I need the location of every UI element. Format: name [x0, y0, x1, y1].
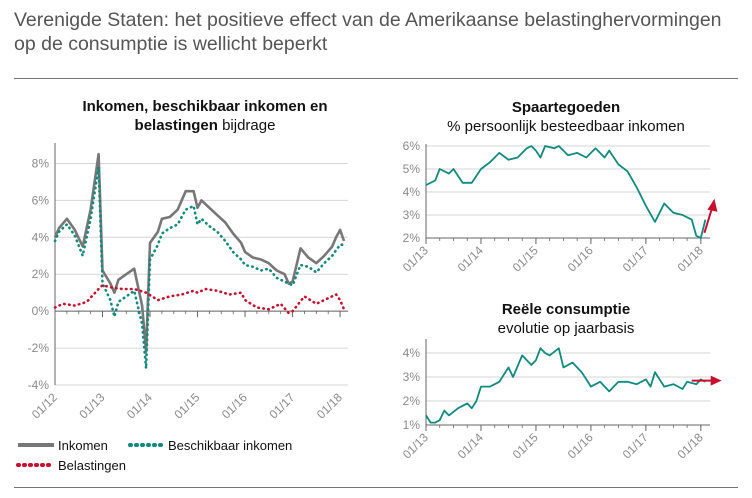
income-y-tick-label: 8%: [32, 156, 50, 170]
income-x-tick-label: 01/15: [171, 390, 202, 421]
savings-chart-title: Spaartegoeden: [512, 99, 620, 116]
savings-y-tick-label: 4%: [403, 185, 421, 199]
savings-x-tick-label: 01/18: [675, 243, 706, 274]
savings-chart-subtitle: % persoonlijk besteedbaar inkomen: [447, 118, 685, 135]
consumption-chart-title: Reële consumptie: [502, 301, 630, 318]
consumption-x-tick-label: 01/18: [675, 430, 706, 461]
legend-label-beschikbaar: Beschikbaar inkomen: [168, 438, 292, 453]
consumption-y-tick-label: 4%: [403, 346, 421, 360]
arrow-head: [710, 375, 722, 386]
consumption-x-tick-label: 01/13: [400, 430, 431, 461]
consumption-y-tick-label: 2%: [403, 394, 421, 408]
consumption-y-tick-label: 1%: [403, 418, 421, 432]
consumption-x-tick-label: 01/17: [620, 430, 651, 461]
income-series-belastingen: [53, 283, 346, 315]
consumption-right-arrow-icon: [691, 375, 722, 386]
legend: Inkomen Beschikbaar inkomen Belastingen: [16, 438, 292, 473]
income-series-inkomen: [53, 152, 346, 354]
income-x-tick-label: 01/17: [266, 390, 297, 421]
consumption-chart: 1% 2% 3% 4% 01/13 01/14 01/15 01/16 01/17 01/18: [400, 339, 722, 462]
income-y-tick-label: 2%: [32, 267, 50, 281]
savings-chart: 2% 3% 4% 5% 6% 01/13 01/14 01/15 01/16 01/17 01/18: [400, 139, 718, 275]
income-y-tick-label: 6%: [32, 193, 50, 207]
savings-y-tick-label: 3%: [403, 208, 421, 222]
savings-x-tick-label: 01/15: [510, 243, 541, 274]
savings-up-arrow-icon: [703, 198, 718, 234]
page-title: Verenigde Staten: het positieve effect v…: [14, 9, 722, 55]
savings-x-tick-label: 01/16: [565, 243, 596, 274]
income-x-tick-label: 01/16: [219, 390, 250, 421]
income-y-tick-label: 4%: [32, 230, 50, 244]
left-chart-title-line2: belastingen bijdrage: [135, 117, 276, 134]
left-chart-title-rest: bijdrage: [222, 117, 275, 134]
arrow-head: [707, 198, 718, 212]
income-x-tick-label: 01/14: [124, 390, 155, 421]
bottom-divider: [14, 487, 738, 488]
savings-series-main: [425, 145, 707, 239]
left-chart-title-bold: belastingen: [135, 117, 218, 134]
income-y-tick-label: -2%: [28, 341, 50, 355]
consumption-series-main: [425, 347, 706, 424]
consumption-y-tick-label: 3%: [403, 370, 421, 384]
consumption-chart-subtitle: evolutie op jaarbasis: [498, 320, 635, 337]
income-x-tick-label: 01/13: [76, 390, 107, 421]
income-chart: -4% -2% 0% 2% 4% 6% 8% 01/12 01/13 01/14 01/15 01/1…: [28, 143, 348, 422]
income-y-tick-label: -4%: [28, 378, 50, 392]
savings-x-tick-label: 01/13: [400, 243, 431, 274]
legend-label-inkomen: Inkomen: [58, 438, 108, 453]
legend-label-belastingen: Belastingen: [58, 458, 126, 473]
savings-x-tick-label: 01/14: [455, 243, 486, 274]
income-series-beschikbaar-inkomen: [53, 165, 346, 370]
savings-x-tick-label: 01/17: [620, 243, 651, 274]
savings-y-tick-label: 2%: [403, 231, 421, 245]
income-x-tick-label: 01/18: [314, 390, 345, 421]
savings-y-tick-label: 5%: [403, 162, 421, 176]
savings-y-tick-label: 6%: [403, 139, 421, 153]
title-divider: [14, 78, 738, 79]
income-x-tick-label: 01/12: [29, 390, 60, 421]
left-chart-title-line1: Inkomen, beschikbaar inkomen en: [82, 98, 327, 115]
consumption-x-tick-label: 01/14: [455, 430, 486, 461]
consumption-x-tick-label: 01/15: [510, 430, 541, 461]
consumption-x-tick-label: 01/16: [565, 430, 596, 461]
arrow-shaft: [703, 206, 714, 234]
income-y-tick-label: 0%: [32, 304, 50, 318]
